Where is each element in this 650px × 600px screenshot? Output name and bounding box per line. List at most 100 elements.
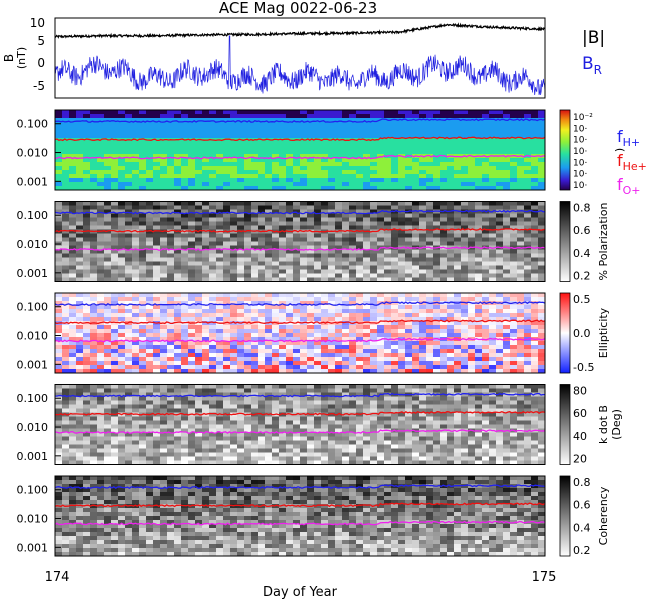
- heatmap-cell: [300, 325, 307, 329]
- heatmap-cell: [272, 329, 279, 333]
- heatmap-cell: [223, 166, 230, 170]
- heatmap-cell: [167, 237, 174, 242]
- heatmap-cell: [524, 166, 531, 170]
- heatmap-cell: [517, 158, 524, 162]
- heatmap-cell: [447, 277, 454, 282]
- heatmap-cell: [482, 138, 489, 142]
- heatmap-cell: [265, 186, 272, 190]
- heatmap-cell: [342, 396, 349, 401]
- heatmap-cell: [272, 110, 279, 114]
- heatmap-cell: [447, 221, 454, 226]
- heatmap-cell: [475, 201, 482, 206]
- heatmap-cell: [496, 150, 503, 154]
- heatmap-cell: [517, 317, 524, 321]
- heatmap-cell: [349, 365, 356, 369]
- heatmap-cell: [321, 361, 328, 365]
- heatmap-cell: [314, 309, 321, 313]
- heatmap-cell: [300, 170, 307, 174]
- heatmap-cell: [510, 313, 517, 317]
- heatmap-cell: [384, 213, 391, 218]
- heatmap-cell: [167, 178, 174, 182]
- heatmap-cell: [139, 186, 146, 190]
- heatmap-cell: [258, 186, 265, 190]
- heatmap-cell: [146, 249, 153, 254]
- heatmap-cell: [426, 369, 433, 373]
- heatmap-cell: [335, 357, 342, 361]
- heatmap-cell: [377, 110, 384, 114]
- heatmap-cell: [314, 392, 321, 397]
- heatmap-cell: [335, 313, 342, 317]
- heatmap-cell: [307, 269, 314, 274]
- heatmap-cell: [454, 269, 461, 274]
- heatmap-cell: [160, 309, 167, 313]
- heatmap-cell: [419, 233, 426, 238]
- heatmap-cell: [531, 305, 538, 309]
- heatmap-cell: [510, 174, 517, 178]
- heatmap-cell: [188, 416, 195, 421]
- heatmap-cell: [258, 114, 265, 118]
- heatmap-cell: [279, 404, 286, 409]
- heatmap-cell: [300, 154, 307, 158]
- heatmap-cell: [489, 249, 496, 254]
- heatmap-cell: [153, 388, 160, 393]
- heatmap-cell: [419, 349, 426, 353]
- heatmap-cell: [125, 341, 132, 345]
- heatmap-cell: [104, 369, 111, 373]
- heatmap-cell: [209, 325, 216, 329]
- heatmap-cell: [223, 265, 230, 270]
- heatmap-cell: [412, 341, 419, 345]
- heatmap-cell: [419, 253, 426, 258]
- heatmap-cell: [503, 388, 510, 393]
- heatmap-cell: [328, 245, 335, 250]
- heatmap-cell: [244, 277, 251, 282]
- heatmap-cell: [237, 384, 244, 389]
- heatmap-cell: [237, 241, 244, 246]
- heatmap-cell: [55, 134, 62, 138]
- heatmap-cell: [90, 134, 97, 138]
- heatmap-cell: [216, 337, 223, 341]
- heatmap-cell: [202, 221, 209, 226]
- heatmap-cell: [209, 186, 216, 190]
- heatmap-cell: [251, 245, 258, 250]
- heatmap-cell: [132, 301, 139, 305]
- heatmap-cell: [209, 341, 216, 345]
- heatmap-cell: [377, 225, 384, 230]
- heatmap-cell: [272, 261, 279, 266]
- heatmap-cell: [118, 213, 125, 218]
- heatmap-cell: [349, 201, 356, 206]
- heatmap-cell: [349, 221, 356, 226]
- heatmap-cell: [377, 357, 384, 361]
- heatmap-cell: [265, 118, 272, 122]
- heatmap-cell: [209, 309, 216, 313]
- heatmap-cell: [62, 369, 69, 373]
- heatmap-cell: [461, 233, 468, 238]
- heatmap-cell: [111, 166, 118, 170]
- heatmap-cell: [314, 313, 321, 317]
- heatmap-cell: [97, 357, 104, 361]
- heatmap-cell: [293, 174, 300, 178]
- heatmap-cell: [503, 205, 510, 210]
- heatmap-cell: [356, 114, 363, 118]
- heatmap-cell: [69, 384, 76, 389]
- heatmap-cell: [174, 269, 181, 274]
- heatmap-cell: [503, 142, 510, 146]
- heatmap-cell: [83, 313, 90, 317]
- heatmap-cell: [412, 388, 419, 393]
- heatmap-cell: [531, 122, 538, 126]
- heatmap-cell: [265, 261, 272, 266]
- colorbar-tick-label: 10·: [573, 158, 587, 168]
- heatmap-cell: [349, 384, 356, 389]
- heatmap-cell: [244, 337, 251, 341]
- heatmap-cell: [181, 357, 188, 361]
- heatmap-cell: [111, 424, 118, 429]
- heatmap-cell: [510, 297, 517, 301]
- heatmap-cell: [412, 162, 419, 166]
- heatmap-cell: [104, 265, 111, 270]
- heatmap-cell: [202, 309, 209, 313]
- heatmap-cell: [307, 388, 314, 393]
- heatmap-cell: [132, 182, 139, 186]
- heatmap-cell: [69, 130, 76, 134]
- heatmap-cell: [531, 265, 538, 270]
- heatmap-cell: [496, 253, 503, 258]
- heatmap-cell: [482, 201, 489, 206]
